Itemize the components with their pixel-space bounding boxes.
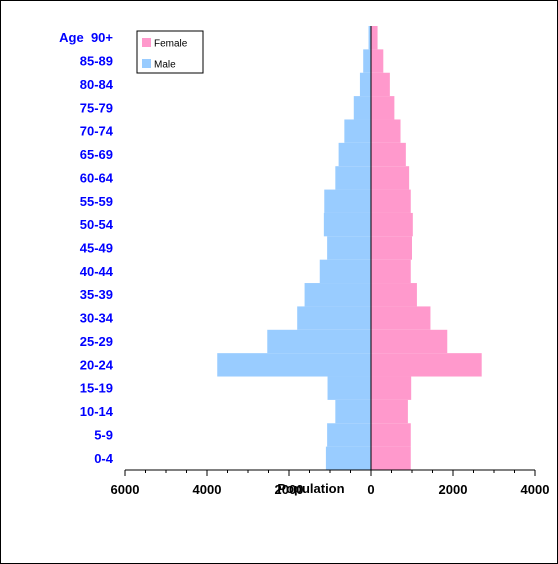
- bar-male: [338, 142, 371, 167]
- bar-female: [371, 212, 413, 237]
- category-label: 30-34: [80, 311, 114, 326]
- category-label: 55-59: [80, 194, 113, 209]
- legend-swatch-female: [142, 38, 151, 47]
- bar-male: [368, 26, 371, 50]
- bar-female: [371, 446, 411, 470]
- bar-female: [371, 119, 401, 143]
- category-label: 70-74: [80, 124, 114, 139]
- bar-male: [327, 376, 371, 400]
- category-label: 45-49: [80, 241, 113, 256]
- legend: Female Male: [136, 30, 204, 74]
- category-label: 20-24: [80, 357, 114, 372]
- bar-male: [353, 96, 371, 120]
- bar-female: [371, 166, 410, 190]
- bar-male: [325, 446, 371, 470]
- legend-label-female: Female: [154, 39, 188, 50]
- category-label: 25-29: [80, 334, 113, 349]
- category-label: 60-64: [80, 170, 114, 185]
- category-label: 80-84: [80, 77, 114, 92]
- bar-female: [371, 26, 378, 50]
- bar-female: [371, 376, 412, 400]
- x-tick-label: 6000: [111, 482, 140, 497]
- bar-male: [323, 212, 371, 237]
- x-axis-title: Population: [277, 481, 344, 496]
- bar-female: [371, 306, 431, 330]
- x-axis: 6000 4000 2000 0 2000 4000: [111, 26, 550, 497]
- category-label: 50-54: [80, 217, 114, 232]
- bar-male: [335, 399, 371, 424]
- bar-male: [267, 329, 371, 354]
- category-label: 10-14: [80, 404, 114, 419]
- bar-male: [327, 236, 371, 260]
- bar-male: [304, 283, 371, 307]
- bar-female: [371, 423, 411, 447]
- bar-female: [371, 353, 482, 377]
- bar-female: [371, 259, 411, 284]
- bar-female: [371, 96, 395, 120]
- bar-female: [371, 283, 417, 307]
- category-label: 0-4: [94, 451, 114, 466]
- bar-male: [359, 72, 371, 97]
- bar-female: [371, 72, 390, 97]
- category-label: 85-89: [80, 54, 113, 69]
- category-label: 15-19: [80, 381, 113, 396]
- bar-female: [371, 399, 408, 424]
- bar-female: [371, 329, 448, 354]
- x-tick-label: 4000: [193, 482, 222, 497]
- category-labels: 0-4 5-9 10-14 15-19 20-24 25-29 30-34 35-39 40-4…: [59, 30, 114, 466]
- bar-male: [324, 189, 371, 213]
- bar-male: [344, 119, 371, 143]
- x-tick-label: 0: [367, 482, 374, 497]
- category-label: 35-39: [80, 287, 113, 302]
- legend-swatch-male: [142, 59, 151, 68]
- bar-female: [371, 189, 411, 213]
- bar-male: [297, 306, 371, 330]
- bar-male: [327, 423, 371, 447]
- legend-label-male: Male: [154, 60, 176, 71]
- category-label: Age 90+: [59, 30, 113, 45]
- category-label: 5-9: [94, 427, 113, 442]
- bar-male: [335, 166, 371, 190]
- bar-male: [319, 259, 371, 284]
- category-label: 40-44: [80, 264, 114, 279]
- bar-male: [363, 49, 371, 73]
- x-tick-label: 2000: [275, 482, 304, 497]
- bars-layer: [217, 26, 482, 470]
- x-tick-label: 4000: [521, 482, 550, 497]
- x-tick-label: 2000: [439, 482, 468, 497]
- bar-female: [371, 142, 406, 167]
- bar-male: [217, 353, 371, 377]
- category-label: 75-79: [80, 100, 113, 115]
- category-label: 65-69: [80, 147, 113, 162]
- bar-female: [371, 49, 384, 73]
- bar-female: [371, 236, 412, 260]
